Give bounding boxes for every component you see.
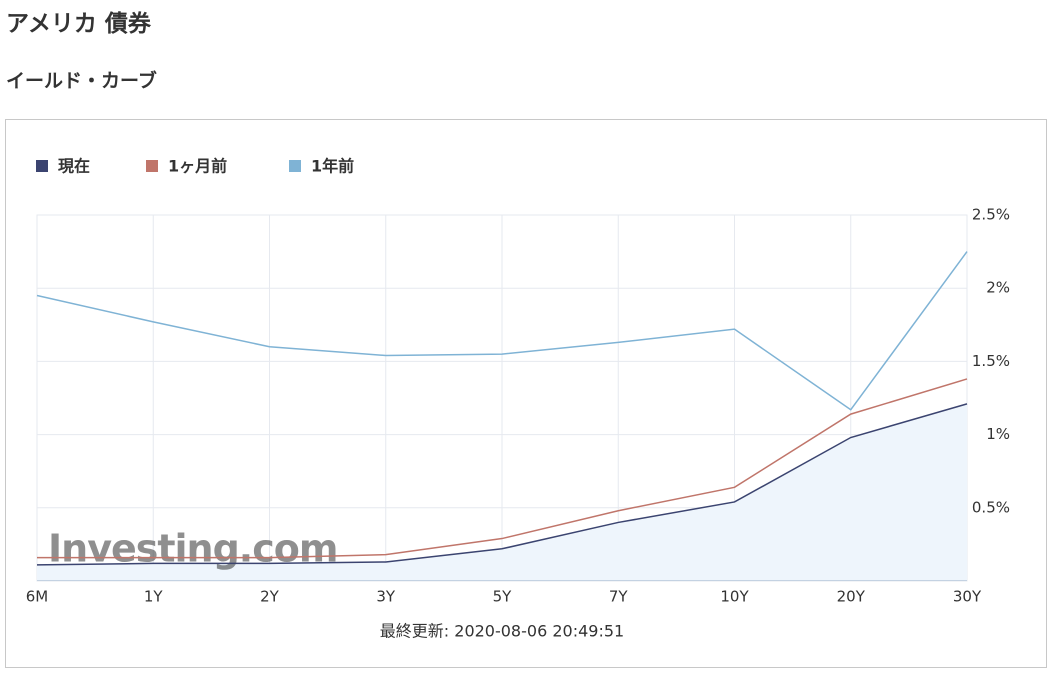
x-tick-label: 2Y xyxy=(260,588,280,606)
chart-frame xyxy=(5,119,1047,668)
legend-label[interactable]: 現在 xyxy=(58,157,90,176)
y-tick-label: 1.5% xyxy=(972,352,1010,370)
legend-swatch[interactable] xyxy=(36,160,48,172)
series-line xyxy=(37,378,968,559)
legend-label[interactable]: 1ヶ月前 xyxy=(168,157,227,176)
y-tick-label: 1% xyxy=(986,425,1010,443)
legend-swatch[interactable] xyxy=(289,160,301,172)
y-tick-label: 2.5% xyxy=(972,206,1010,224)
series-line xyxy=(36,403,968,566)
page-title: アメリカ 債券 xyxy=(6,11,151,37)
legend-swatch[interactable] xyxy=(146,160,158,172)
series-line xyxy=(36,251,968,411)
area xyxy=(37,403,967,581)
section-title: イールド・カーブ xyxy=(6,70,157,92)
x-tick-label: 10Y xyxy=(720,588,749,606)
y-tick-label: 0.5% xyxy=(972,498,1010,516)
x-tick-label: 5Y xyxy=(493,588,513,606)
x-tick-label: 20Y xyxy=(837,588,866,606)
x-tick-label: 6M xyxy=(26,588,49,606)
legend-label[interactable]: 1年前 xyxy=(311,157,354,176)
x-tick-label: 1Y xyxy=(144,588,164,606)
x-tick-label: 7Y xyxy=(609,588,629,606)
y-tick-label: 2% xyxy=(986,279,1010,297)
footer-note: 最終更新: 2020-08-06 20:49:51 xyxy=(380,622,624,641)
x-tick-label: 3Y xyxy=(376,588,396,606)
x-tick-label: 30Y xyxy=(953,588,982,606)
